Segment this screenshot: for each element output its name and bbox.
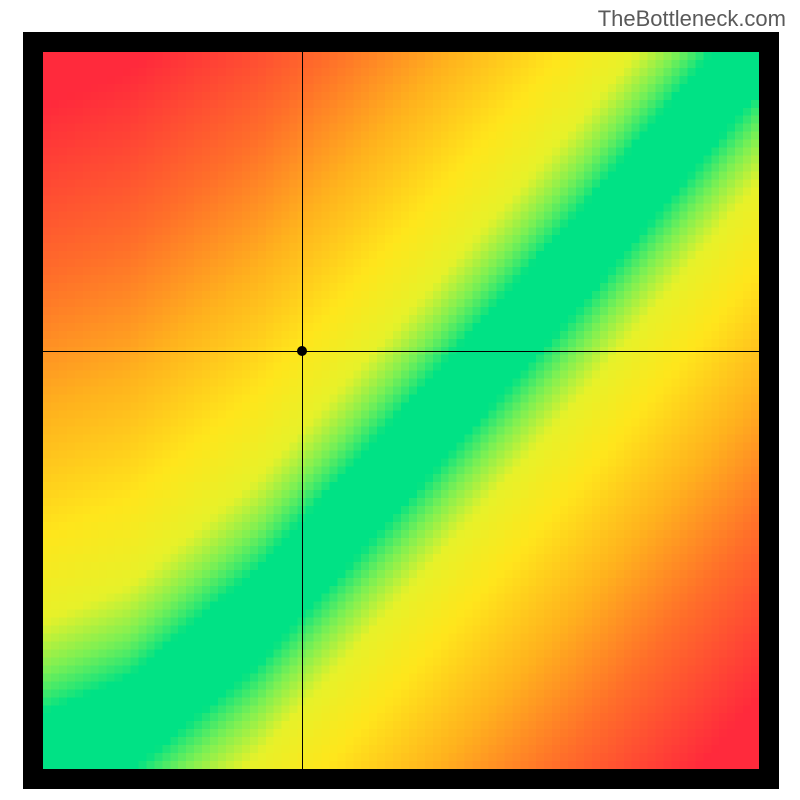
heatmap-plot (43, 52, 759, 769)
crosshair-marker (297, 346, 307, 356)
crosshair-horizontal (43, 351, 759, 352)
watermark-text: TheBottleneck.com (598, 6, 786, 32)
heatmap-canvas (43, 52, 759, 769)
crosshair-vertical (302, 52, 303, 769)
